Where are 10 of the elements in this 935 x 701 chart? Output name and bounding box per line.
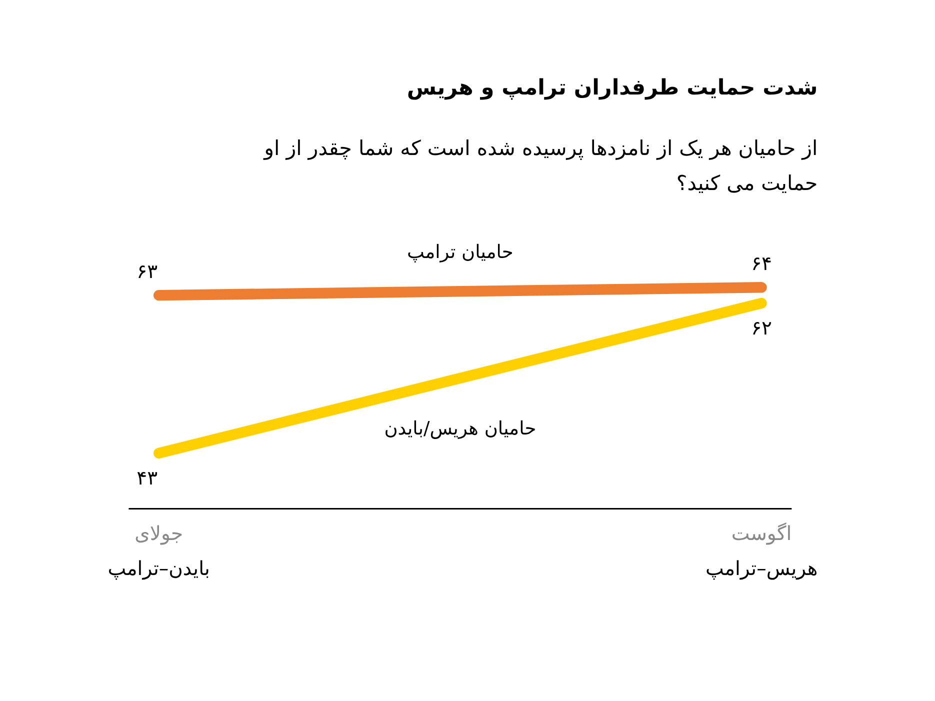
series-label: حامیان هریس/بایدن — [384, 418, 536, 440]
series-label: حامیان ترامپ — [407, 242, 514, 264]
data-label: ۶۴ — [751, 252, 772, 275]
data-label: ۶۳ — [136, 260, 158, 283]
data-label: ۶۲ — [751, 316, 772, 340]
category-label: جولای بایدن–ترامپ — [108, 522, 210, 580]
chart-title: شدت حمایت طرفداران ترامپ و هریس — [406, 75, 818, 100]
chart-subtitle: از حامیان هر یک از نامزدها پرسیده شده است که شما چقدر از او حمایت می کنید؟ — [263, 136, 818, 195]
category-label: اگوست هریس–ترامپ — [705, 522, 818, 580]
data-label: ۴۳ — [136, 466, 158, 490]
